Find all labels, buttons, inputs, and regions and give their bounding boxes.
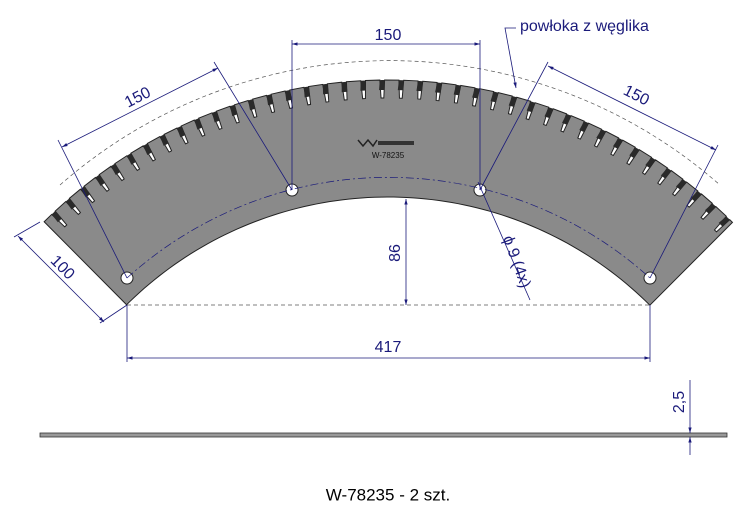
center-arc xyxy=(126,177,651,279)
dim-label: 100 xyxy=(47,252,78,283)
carbide-tip xyxy=(645,157,656,169)
carbide-tip xyxy=(303,86,311,98)
caption: W-78235 - 2 szt. xyxy=(326,485,450,504)
dim-label: 417 xyxy=(375,339,402,356)
ext-line xyxy=(649,144,719,279)
blade-part xyxy=(43,79,734,306)
annotation: powłoka z węglika xyxy=(520,18,649,35)
carbide-tip xyxy=(95,174,106,187)
logo xyxy=(357,138,378,148)
logo-text-bar xyxy=(378,141,414,145)
carbide-tip xyxy=(690,190,702,202)
carbide-tip xyxy=(490,91,499,103)
carbide-tip xyxy=(341,81,348,93)
carbide-tip xyxy=(435,82,442,93)
carbide-tip xyxy=(360,80,366,91)
dim-label: 150 xyxy=(122,84,154,111)
dim-label: 86 xyxy=(387,244,404,262)
carbide-tip xyxy=(629,147,640,159)
carbide-tip xyxy=(526,101,536,113)
ext-line xyxy=(57,139,128,279)
carbide-tip xyxy=(416,80,423,92)
carbide-tip xyxy=(676,179,687,190)
leader xyxy=(504,27,517,89)
carbide-tip xyxy=(472,87,480,99)
carbide-tip xyxy=(248,99,256,111)
ext-line xyxy=(479,61,549,191)
dim-line xyxy=(17,235,105,323)
carbide-tip xyxy=(508,96,517,107)
carbide-tip xyxy=(718,216,730,227)
carbide-tip xyxy=(126,153,137,165)
carbide-tip xyxy=(285,89,292,101)
dim-label: 150 xyxy=(375,27,402,44)
dim-line xyxy=(61,67,219,148)
dim-line xyxy=(547,65,717,151)
ext-line xyxy=(99,304,128,324)
stamp: W-78235 xyxy=(372,151,405,160)
carbide-tip xyxy=(660,167,672,179)
carbide-tip xyxy=(704,203,716,214)
carbide-tip xyxy=(229,104,238,117)
ext-line xyxy=(213,61,293,191)
carbide-tip xyxy=(51,211,62,223)
carbide-tip xyxy=(397,80,404,91)
carbide-tip xyxy=(379,80,385,91)
blade-body xyxy=(43,79,734,306)
hole-label: ϕ 9 (4x) xyxy=(499,233,534,290)
carbide-tip xyxy=(322,83,329,95)
ext-line xyxy=(13,221,41,238)
carbide-tip xyxy=(453,84,461,96)
dim-label: 150 xyxy=(620,82,652,109)
carbide-tip xyxy=(110,163,121,176)
side-view xyxy=(39,432,728,438)
carbide-tip xyxy=(65,198,76,210)
carbide-tip xyxy=(266,94,274,106)
dim-label: 2,5 xyxy=(671,391,688,413)
leader xyxy=(477,181,531,301)
